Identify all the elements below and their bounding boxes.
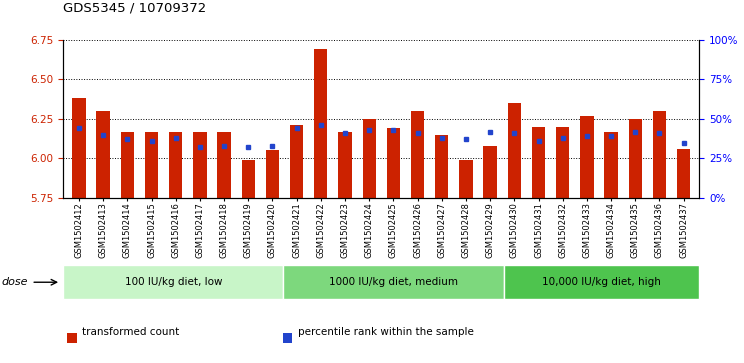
Bar <box>145 131 158 198</box>
Bar <box>72 98 86 198</box>
Text: 10,000 IU/kg diet, high: 10,000 IU/kg diet, high <box>542 277 661 287</box>
Bar <box>556 127 569 198</box>
Bar <box>121 131 134 198</box>
Bar <box>242 160 255 198</box>
Text: transformed count: transformed count <box>82 327 179 337</box>
Bar <box>532 127 545 198</box>
Bar <box>290 125 304 198</box>
Bar <box>580 116 594 198</box>
Bar <box>314 49 327 198</box>
Bar <box>362 119 376 198</box>
Bar <box>507 103 521 198</box>
Bar <box>677 149 690 198</box>
Bar <box>629 119 642 198</box>
Text: 1000 IU/kg diet, medium: 1000 IU/kg diet, medium <box>329 277 458 287</box>
Text: percentile rank within the sample: percentile rank within the sample <box>298 327 473 337</box>
Bar <box>411 111 424 198</box>
Text: GDS5345 / 10709372: GDS5345 / 10709372 <box>63 1 207 15</box>
Bar <box>459 160 472 198</box>
Bar <box>652 111 666 198</box>
Bar <box>339 131 352 198</box>
Bar <box>604 131 618 198</box>
Bar <box>169 131 182 198</box>
Bar <box>217 131 231 198</box>
Bar <box>435 135 449 198</box>
Bar <box>387 129 400 198</box>
Bar <box>193 131 207 198</box>
Text: dose: dose <box>1 277 28 287</box>
Bar <box>266 151 279 198</box>
Bar <box>484 146 497 198</box>
Bar <box>97 111 110 198</box>
Text: 100 IU/kg diet, low: 100 IU/kg diet, low <box>124 277 222 287</box>
